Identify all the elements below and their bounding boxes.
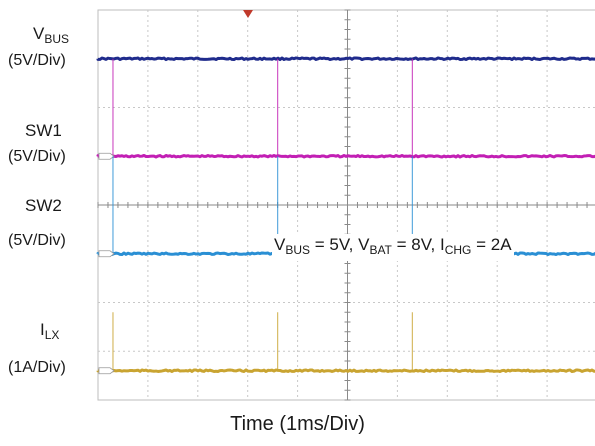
channel-label-sw1: SW1 bbox=[25, 121, 62, 140]
channel-label-ilx: ILX bbox=[40, 320, 60, 342]
trace-3 bbox=[96, 368, 595, 374]
trace-1 bbox=[96, 153, 595, 159]
trigger-marker bbox=[243, 10, 253, 18]
x-axis-label: Time (1ms/Div) bbox=[230, 413, 365, 435]
channel-marker-2 bbox=[98, 250, 115, 258]
channel-marker-3 bbox=[98, 367, 115, 375]
trace-0 bbox=[96, 56, 595, 62]
channel-label-vbus: VBUS bbox=[33, 24, 70, 46]
channel-marker-1 bbox=[98, 152, 115, 160]
channel-scale-sw2: (5V/Div) bbox=[8, 232, 66, 249]
channel-label-sw2: SW2 bbox=[25, 196, 62, 215]
channel-scale-ilx: (1A/Div) bbox=[8, 359, 66, 376]
channel-scale-vbus: (5V/Div) bbox=[8, 52, 66, 69]
test-conditions-annotation: VBUS = 5V, VBAT = 8V, ICHG = 2A bbox=[272, 234, 514, 261]
channel-scale-sw1: (5V/Div) bbox=[8, 148, 66, 165]
